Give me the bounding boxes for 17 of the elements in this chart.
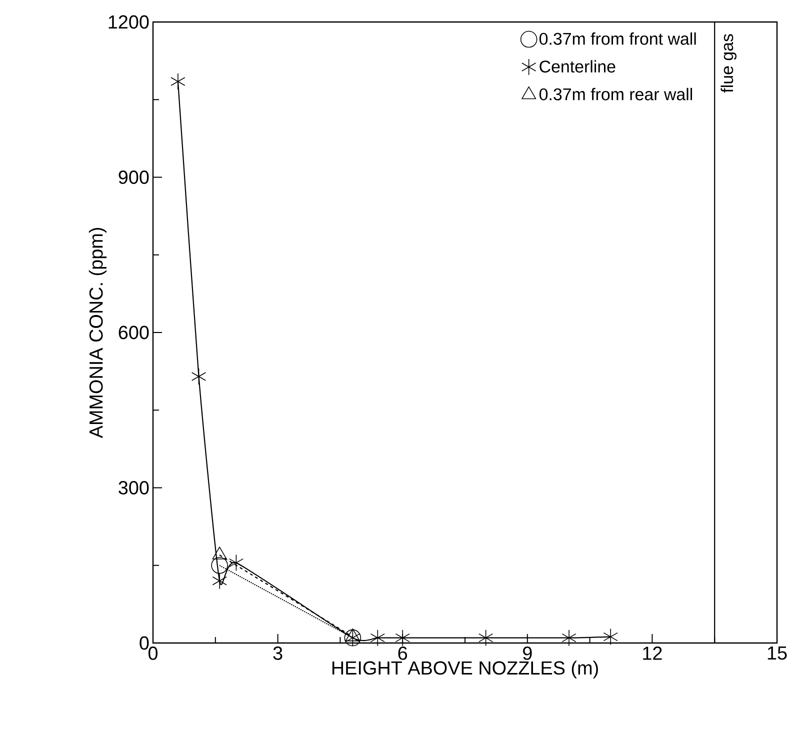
legend-label: 0.37m from rear wall xyxy=(539,88,692,100)
x-tick-label: 12 xyxy=(643,646,662,660)
y-tick-label: 300 xyxy=(118,481,149,494)
legend-label: 0.37m from front wall xyxy=(539,32,696,45)
x-tick-label: 0 xyxy=(148,646,158,660)
y-tick-label: 600 xyxy=(118,326,149,340)
y-tick-label: 0 xyxy=(140,636,149,650)
y-tick-label: 900 xyxy=(118,170,149,184)
x-tick-label: 3 xyxy=(273,646,282,660)
x-tick-label: 6 xyxy=(398,646,408,660)
y-tick-label: 1200 xyxy=(108,15,149,29)
x-axis-title: HEIGHT ABOVE NOZZLES (m) xyxy=(332,660,598,678)
x-tick-label: 9 xyxy=(523,646,532,660)
x-tick-label: 15 xyxy=(768,646,787,660)
legend-label: Centerline xyxy=(540,60,616,73)
ref-line-label: flue gas xyxy=(720,34,737,93)
y-axis-title: AMMONIA CONC. (ppm) xyxy=(88,228,107,438)
